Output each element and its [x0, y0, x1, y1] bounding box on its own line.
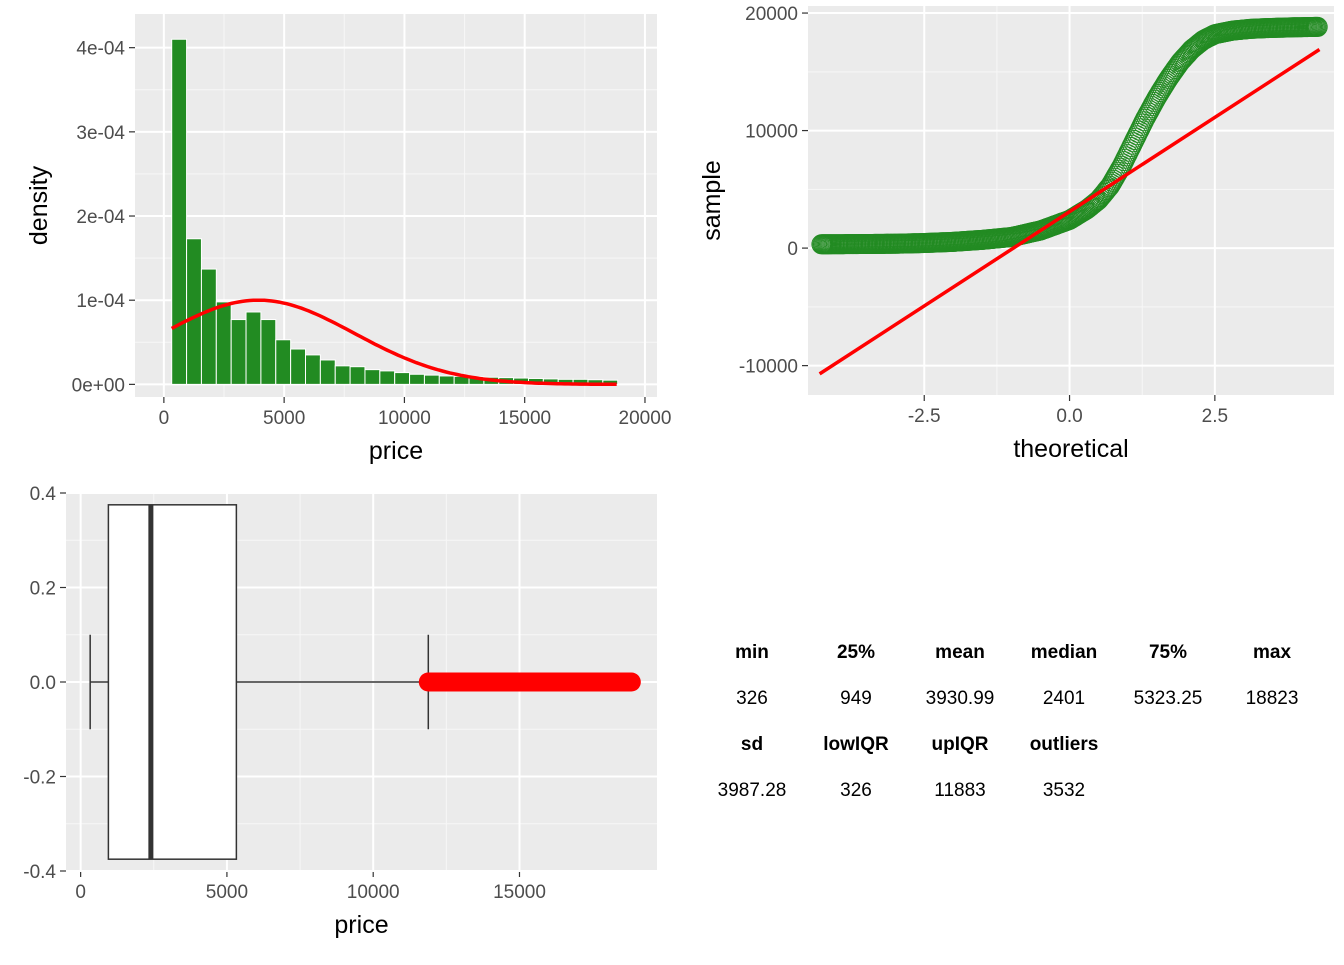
stats-value-cell: 326 — [840, 780, 872, 801]
y-tick-label: -0.2 — [23, 768, 56, 789]
qq-point — [1149, 83, 1170, 104]
stats-header-cell: outliers — [1029, 734, 1099, 755]
qq-point — [1096, 180, 1117, 200]
x-tick-label: 20000 — [619, 408, 672, 429]
qq-points — [811, 16, 1328, 255]
histogram-bar — [215, 301, 232, 385]
y-tick-label: 0e+00 — [72, 375, 125, 396]
stats-row: 3987.28 326 11883 3532 — [700, 768, 1324, 814]
y-tick-label: 3e-04 — [76, 123, 125, 144]
histogram-bar — [438, 375, 455, 385]
stats-header-cell: min — [735, 642, 769, 663]
x-tick-label: 15000 — [493, 882, 546, 903]
histogram-bar — [171, 38, 188, 385]
histogram-bar — [305, 354, 321, 385]
stats-row: min 25% mean median 75% max — [700, 630, 1324, 676]
x-axis-label: price — [334, 911, 388, 939]
y-tick-label: -0.4 — [23, 862, 56, 883]
histogram-bar — [260, 319, 277, 385]
x-tick-label: 5000 — [263, 408, 305, 429]
qq-point — [1307, 16, 1328, 37]
x-tick-label: 10000 — [347, 882, 400, 903]
x-tick-label: -2.5 — [908, 406, 941, 427]
histogram-bar — [200, 268, 217, 385]
histogram-bar — [186, 238, 202, 385]
qq-reference-line — [818, 48, 1321, 376]
qq-point — [1095, 181, 1116, 202]
histogram-bar — [394, 372, 411, 385]
stats-header-cell: max — [1252, 642, 1292, 663]
x-tick-label: 2.5 — [1202, 406, 1228, 427]
x-axis-label: theoretical — [1013, 435, 1128, 463]
stats-value-cell: 3987.28 — [717, 780, 787, 801]
qq-point — [1152, 78, 1173, 99]
histogram-bar — [319, 359, 336, 385]
plot-panel — [808, 6, 1334, 395]
stats-header-cell: median — [1030, 642, 1098, 663]
stats-value-cell: 2401 — [1042, 688, 1086, 709]
stats-value-cell: 3532 — [1042, 780, 1086, 801]
stats-value-cell: 949 — [840, 688, 872, 709]
y-tick-label: 0.2 — [30, 579, 56, 600]
y-tick-label: -10000 — [739, 357, 798, 378]
y-tick-label: 0.0 — [30, 673, 56, 694]
stats-value-cell: 11883 — [934, 780, 986, 801]
y-tick-label: 1e-04 — [76, 291, 125, 312]
y-tick-label: 20000 — [745, 4, 798, 25]
x-tick-label: 15000 — [498, 408, 551, 429]
histogram-bar — [245, 311, 262, 385]
qq-point — [1099, 177, 1120, 198]
histogram-bar — [275, 339, 292, 385]
stats-value-cell: 18823 — [1245, 688, 1299, 709]
qq-point — [1150, 82, 1171, 102]
x-tick-label: 0 — [75, 882, 86, 903]
summary-stats-table: min 25% mean median 75% max 326 949 3930.99 2401 5… — [700, 630, 1330, 814]
stats-header-cell: upIQR — [931, 734, 989, 755]
y-axis-label: sample — [698, 160, 726, 241]
x-tick-label: 10000 — [378, 408, 431, 429]
histogram-bar — [230, 319, 247, 385]
y-tick-label: 2e-04 — [76, 207, 125, 228]
histogram-bar — [379, 370, 396, 385]
histogram-bar — [409, 373, 425, 385]
stats-row: 326 949 3930.99 2401 5323.25 18823 — [700, 676, 1324, 722]
histogram-bar — [423, 374, 440, 385]
box-iqr — [107, 504, 238, 860]
stats-header-cell: 75% — [1148, 642, 1188, 663]
stats-value-cell: 5323.25 — [1133, 688, 1203, 709]
qq-point — [1147, 85, 1168, 106]
stats-header-cell: lowIQR — [823, 734, 889, 755]
histogram-bar — [364, 369, 381, 385]
y-axis-label: density — [25, 165, 53, 245]
x-tick-label: 0.0 — [1056, 406, 1082, 427]
stats-value-cell: 3930.99 — [925, 688, 995, 709]
histogram-bar — [349, 366, 366, 385]
y-tick-label: 0.4 — [30, 484, 57, 505]
stats-header-cell: mean — [935, 642, 985, 663]
stats-row: sd lowIQR upIQR outliers — [700, 722, 1324, 768]
y-tick-label: 4e-04 — [76, 39, 125, 60]
stats-header-cell: sd — [740, 734, 764, 755]
y-tick-label: 10000 — [745, 122, 798, 143]
histogram-bar — [334, 365, 351, 385]
y-tick-label: 0 — [787, 239, 798, 260]
normal-density-curve — [170, 298, 617, 387]
histogram-bar — [290, 348, 307, 385]
stats-value-cell: 326 — [736, 688, 768, 709]
qq-point — [1146, 87, 1167, 108]
x-tick-label: 5000 — [206, 882, 248, 903]
x-tick-label: 0 — [159, 408, 170, 429]
x-axis-label: price — [369, 437, 423, 465]
qq-point — [1151, 80, 1172, 101]
stats-header-cell: 25% — [836, 642, 876, 663]
